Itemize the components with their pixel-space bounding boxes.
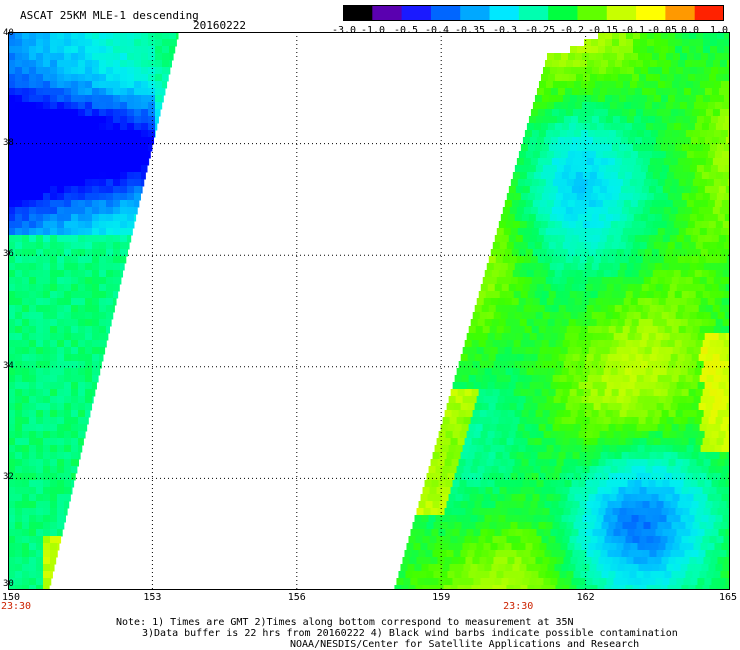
product-title: ASCAT 25KM MLE-1 descending [20, 9, 199, 22]
lon-label: 150 [1, 592, 21, 603]
colorbar-segment [489, 5, 520, 21]
lat-label: 30 [3, 579, 14, 589]
note-line-1: Note: 1) Times are GMT 2)Times along bot… [116, 617, 574, 628]
colorbar-label: -0.15 [587, 25, 619, 36]
note-line-2: 3)Data buffer is 22 hrs from 20160222 4)… [142, 628, 678, 639]
lat-label: 32 [3, 472, 14, 483]
colorbar-segment [636, 5, 666, 21]
lon-label: 156 [287, 592, 306, 603]
colorbar-label: 1.0 [709, 25, 729, 36]
colorbar-segment [665, 5, 696, 21]
colorbar-segment [343, 5, 373, 21]
colorbar-label: -0.2 [559, 25, 585, 36]
colorbar-segment [401, 5, 432, 21]
colorbar-label: -0.5 [393, 25, 419, 36]
colorbar [343, 5, 724, 21]
swath-west [8, 32, 179, 590]
colorbar-label: -0.4 [424, 25, 450, 36]
colorbar-segment [372, 5, 403, 21]
lat-label: 40 [3, 28, 14, 38]
note-line-3: NOAA/NESDIS/Center for Satellite Applica… [290, 639, 640, 650]
lat-label: 34 [3, 360, 14, 371]
colorbar-label: -0.3 [492, 25, 518, 36]
swath-map [8, 32, 730, 590]
colorbar-segment [577, 5, 608, 21]
lon-label: 159 [432, 592, 451, 603]
colorbar-label: -0.1 [620, 25, 646, 36]
swath-east [394, 32, 730, 590]
lon-label: 162 [576, 592, 595, 603]
map-frame [8, 32, 730, 590]
product-date: 20160222 [193, 19, 246, 32]
colorbar-label: -0.35 [454, 25, 486, 36]
colorbar-segment [606, 5, 637, 21]
time-label: 23:30 [503, 601, 534, 612]
colorbar-label: -3.0 [331, 25, 357, 36]
lon-label: 165 [718, 592, 738, 603]
colorbar-segment [430, 5, 461, 21]
colorbar-segment [548, 5, 579, 21]
lon-label: 153 [143, 592, 162, 603]
colorbar-segment [460, 5, 491, 21]
colorbar-label: -1.0 [360, 25, 386, 36]
lat-label: 36 [3, 249, 14, 260]
colorbar-segment [694, 5, 724, 21]
time-label: 23:30 [0, 601, 32, 612]
lat-lon-gridlines [8, 32, 730, 590]
colorbar-label: -0.25 [524, 25, 556, 36]
colorbar-label: 0.0 [680, 25, 700, 36]
colorbar-segment [518, 5, 549, 21]
colorbar-label: -0.05 [646, 25, 678, 36]
lat-label: 38 [3, 137, 14, 148]
